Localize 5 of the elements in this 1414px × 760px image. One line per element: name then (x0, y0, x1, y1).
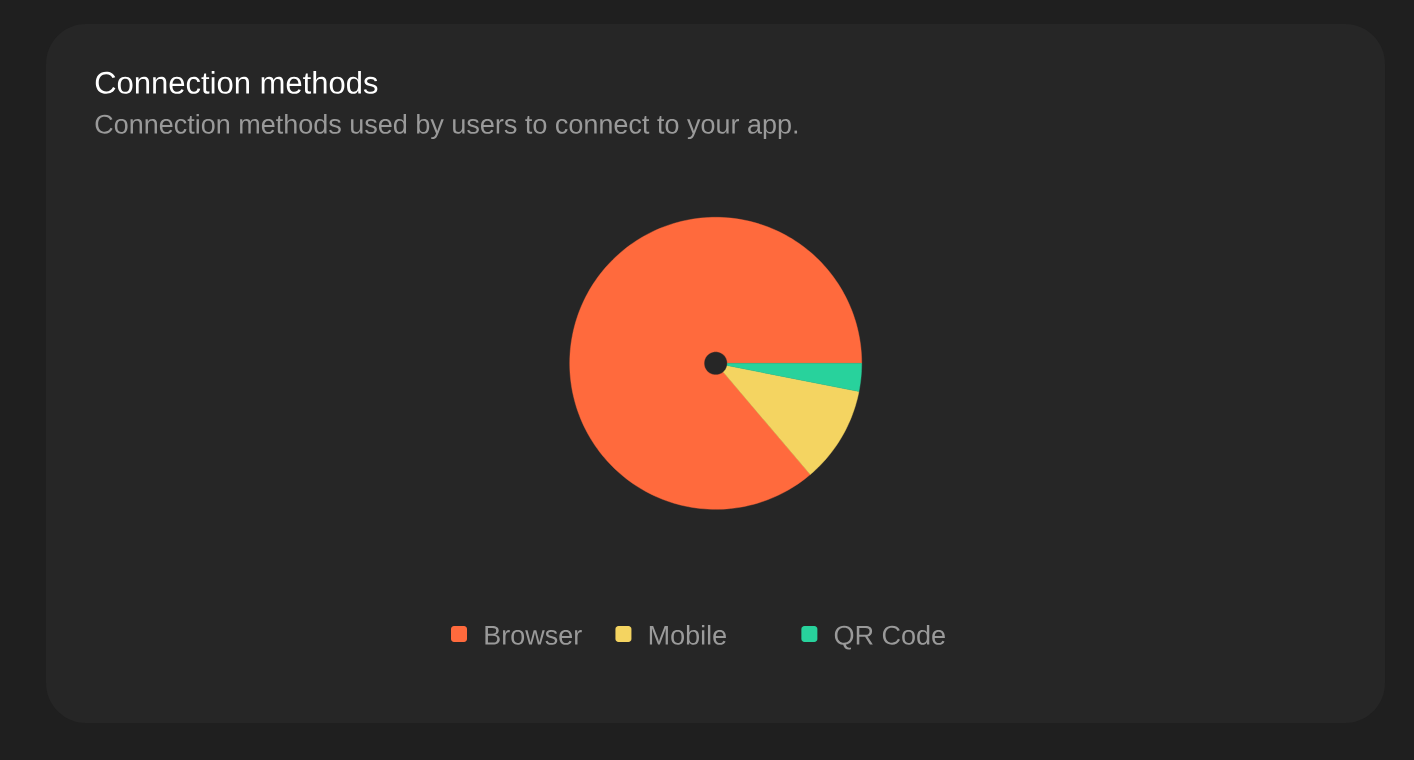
legend-label: Browser (485, 625, 582, 645)
chart-subtitle: Connection methods used by users to connect to your app. (95, 113, 798, 140)
chart-title: Connection methods (95, 71, 378, 94)
legend-label: Mobile (649, 624, 726, 645)
legend-label: QR Code (834, 624, 945, 650)
